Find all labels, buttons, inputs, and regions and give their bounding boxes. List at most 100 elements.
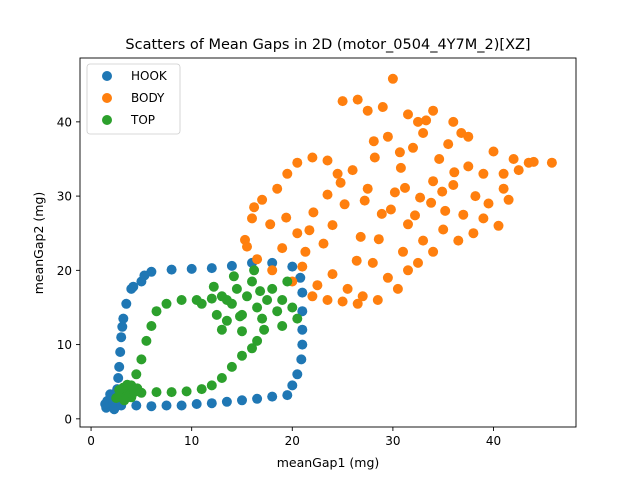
plot-frame: [79, 57, 577, 428]
data-point-top: [216, 291, 227, 302]
data-point-body: [413, 257, 423, 268]
legend: HOOK BODY TOP: [86, 63, 181, 135]
data-point-body: [513, 165, 524, 176]
legend-label-body: BODY: [131, 91, 165, 105]
data-point-hook: [116, 332, 127, 343]
data-point-body: [415, 192, 426, 203]
data-point-body: [468, 228, 479, 239]
data-point-body: [503, 194, 514, 205]
data-point-hook: [128, 281, 139, 292]
data-point-top: [136, 354, 147, 365]
data-point-body: [385, 204, 396, 215]
data-point-hook: [161, 400, 172, 411]
data-point-body: [408, 142, 418, 153]
data-point-hook: [131, 400, 142, 411]
data-point-body: [327, 220, 338, 231]
data-point-top: [141, 335, 152, 346]
data-point-hook: [121, 298, 132, 309]
data-point-body: [318, 238, 329, 249]
data-point-body: [403, 219, 413, 230]
data-point-top: [228, 271, 239, 282]
data-point-top: [237, 326, 247, 337]
data-point-top: [252, 335, 263, 346]
data-point-hook: [206, 398, 217, 409]
series-top: [111, 265, 303, 406]
data-point-body: [297, 261, 308, 272]
data-point-body: [498, 168, 509, 179]
data-point-hook: [113, 373, 124, 383]
data-point-body: [362, 105, 373, 116]
x-tick-label: 0: [87, 434, 95, 448]
y-tick-label: 10: [57, 338, 72, 352]
data-point-top: [151, 306, 162, 317]
data-point-body: [508, 154, 519, 164]
data-point-hook: [146, 401, 157, 412]
data-point-body: [448, 116, 459, 127]
data-point-body: [355, 231, 366, 242]
data-point-body: [428, 105, 439, 116]
data-point-top: [252, 302, 263, 313]
data-point-body: [327, 269, 338, 280]
data-point-body: [373, 234, 384, 245]
y-tick-label: 0: [64, 412, 72, 426]
data-point-hook: [100, 399, 111, 409]
data-point-top: [196, 298, 207, 309]
data-point-body: [339, 199, 350, 210]
x-tick-label: 40: [486, 434, 501, 448]
data-point-body: [478, 168, 489, 179]
data-point-body: [470, 191, 481, 202]
data-point-top: [267, 283, 278, 294]
data-point-top: [255, 286, 266, 297]
data-point-body: [322, 189, 333, 200]
data-point-top: [287, 302, 298, 313]
data-point-top: [221, 315, 232, 326]
data-point-body: [421, 115, 432, 126]
data-point-body: [277, 243, 288, 254]
data-point-hook: [252, 393, 263, 404]
data-point-body: [267, 265, 278, 276]
data-point-hook: [221, 396, 232, 407]
data-point-body: [322, 295, 333, 305]
data-point-body: [337, 96, 348, 107]
data-point-top: [196, 384, 207, 395]
y-axis: 0 10 20 30 40: [57, 115, 80, 426]
data-point-hook: [297, 306, 308, 317]
data-point-body: [308, 207, 319, 218]
data-point-hook: [226, 260, 237, 271]
data-point-top: [226, 298, 237, 309]
data-point-body: [352, 94, 363, 105]
data-point-top: [216, 373, 227, 383]
data-point-hook: [292, 369, 303, 380]
y-axis-label: meanGap2 (mg): [31, 192, 46, 295]
data-point-hook: [115, 347, 126, 357]
x-axis: 0 10 20 30 40: [87, 427, 501, 448]
data-point-body: [347, 165, 358, 176]
legend-marker-body: [102, 93, 112, 103]
data-point-hook: [267, 257, 278, 268]
data-point-body: [418, 235, 429, 246]
data-point-top: [206, 293, 217, 304]
data-point-body: [498, 183, 509, 194]
data-point-body: [372, 295, 383, 305]
y-tick-label: 40: [57, 115, 72, 129]
data-point-hook: [287, 261, 298, 272]
data-point-body: [400, 182, 410, 193]
data-point-body: [428, 246, 439, 257]
data-point-body: [546, 157, 557, 168]
data-point-hook: [295, 272, 306, 283]
data-point-body: [335, 177, 346, 188]
data-point-body: [448, 180, 459, 190]
data-point-hook: [206, 263, 217, 274]
data-point-body: [528, 156, 539, 167]
data-point-body: [403, 109, 413, 120]
data-point-hook: [237, 395, 247, 406]
data-point-body: [281, 212, 292, 223]
data-point-hook: [166, 264, 177, 275]
data-point-top: [226, 361, 237, 372]
data-point-hook: [117, 321, 128, 332]
data-point-top: [242, 291, 252, 302]
y-tick-label: 20: [57, 264, 72, 278]
data-point-top: [146, 321, 157, 331]
data-point-top: [181, 386, 192, 397]
data-point-body: [337, 296, 348, 307]
